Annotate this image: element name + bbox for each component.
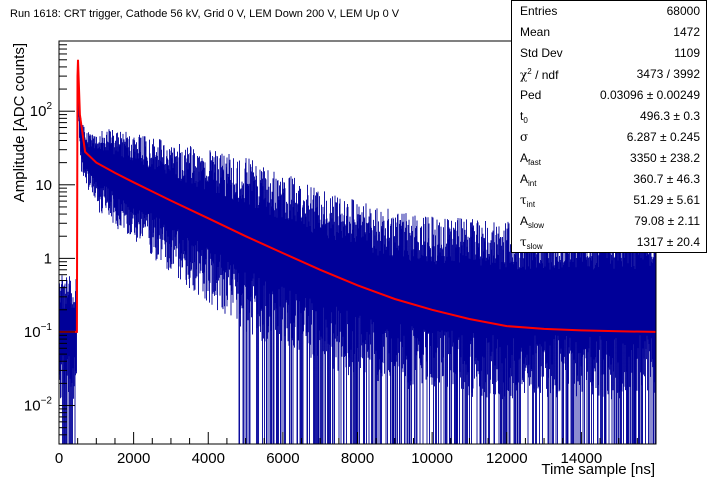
- chi2-exponent: 2: [527, 67, 532, 76]
- stat-row-aslow: Aslow 79.08 ± 2.11: [512, 211, 706, 232]
- stat-row-aint: Aint 360.7 ± 46.3: [512, 169, 706, 190]
- t0-subscript: 0: [523, 116, 528, 125]
- tau-symbol: τ: [520, 193, 527, 207]
- a-symbol: A: [520, 151, 529, 165]
- chi-symbol: χ: [520, 68, 528, 82]
- slow-subscript: slow: [528, 221, 545, 230]
- stat-name-entries: Entries: [520, 4, 558, 18]
- int-subscript: int: [526, 200, 536, 209]
- stat-row-tauslow: τslow 1317 ± 20.4: [512, 232, 706, 253]
- stat-name-ped: Ped: [520, 88, 542, 102]
- y-tick-label: 10: [35, 177, 52, 194]
- stat-name-tauslow: τslow: [520, 235, 543, 251]
- chart-title: Run 1618: CRT trigger, Cathode 56 kV, Gr…: [10, 8, 400, 20]
- chi2-ndf-text: / ndf: [531, 68, 559, 82]
- stat-value-sigma: 6.287 ± 0.245: [626, 130, 700, 144]
- y-tick-label: 10−1: [24, 322, 53, 341]
- x-tick-label: 6000: [266, 450, 299, 467]
- tau-symbol: τ: [520, 235, 527, 249]
- x-tick-label: 12000: [486, 450, 528, 467]
- stat-row-afast: Afast 3350 ± 238.2: [512, 148, 706, 169]
- stat-value-tauslow: 1317 ± 20.4: [636, 235, 700, 249]
- x-tick-label: 4000: [192, 450, 225, 467]
- stat-value-entries: 68000: [666, 4, 700, 18]
- stat-name-chi2: χ2 / ndf: [520, 67, 558, 82]
- x-tick-label: 2000: [117, 450, 150, 467]
- stat-row-entries: Entries 68000: [512, 1, 706, 22]
- stat-name-afast: Afast: [520, 151, 541, 167]
- stat-row-mean: Mean 1472: [512, 22, 706, 43]
- y-tick-label: 102: [30, 101, 53, 120]
- stat-value-aint: 360.7 ± 46.3: [633, 172, 700, 186]
- y-axis-label: Amplitude [ADC counts]: [11, 43, 28, 202]
- x-axis-label: Time sample [ns]: [541, 461, 655, 478]
- stat-value-aslow: 79.08 ± 2.11: [634, 214, 700, 228]
- a-symbol: A: [520, 214, 529, 228]
- stat-value-ped: 0.03096 ± 0.00249: [599, 88, 700, 102]
- stat-value-tauint: 51.29 ± 5.61: [633, 193, 700, 207]
- stat-row-stddev: Std Dev 1109: [512, 43, 706, 64]
- stat-row-sigma: σ 6.287 ± 0.245: [512, 127, 706, 148]
- x-tick-label: 0: [55, 450, 63, 467]
- x-tick-label: 14000: [561, 450, 603, 467]
- x-tick-label: 10000: [411, 450, 453, 467]
- stat-name-aslow: Aslow: [520, 214, 544, 230]
- fast-subscript: fast: [528, 158, 541, 167]
- y-axis: 10−2 10−1 1 10 102: [24, 40, 75, 445]
- int-subscript: int: [528, 179, 537, 188]
- y-tick-label: 10−2: [24, 396, 53, 415]
- stat-value-chi2: 3473 / 3992: [636, 67, 700, 81]
- t-symbol: t: [520, 109, 524, 123]
- stat-name-sigma: σ: [520, 130, 529, 144]
- stat-row-chi2: χ2 / ndf 3473 / 3992: [512, 64, 706, 85]
- stat-value-mean: 1472: [673, 25, 700, 39]
- slow-subscript: slow: [526, 242, 543, 251]
- a-symbol: A: [520, 172, 529, 186]
- x-tick-label: 8000: [341, 450, 374, 467]
- stat-value-t0: 496.3 ± 0.3: [640, 109, 700, 123]
- stat-row-ped: Ped 0.03096 ± 0.00249: [512, 85, 706, 106]
- stats-box: Entries 68000 Mean 1472 Std Dev 1109 χ2 …: [511, 0, 707, 253]
- x-axis: 0 2000 4000 6000 8000 10000 12000 14000: [55, 432, 657, 467]
- stat-name-tauint: τint: [520, 193, 535, 209]
- fit-series: [59, 59, 657, 333]
- stat-name-t0: t0: [520, 109, 528, 125]
- stat-value-afast: 3350 ± 238.2: [630, 151, 700, 165]
- y-tick-label: 1: [44, 250, 52, 267]
- stat-row-tauint: τint 51.29 ± 5.61: [512, 190, 706, 211]
- stat-value-stddev: 1109: [674, 46, 700, 60]
- stat-name-aint: Aint: [520, 172, 536, 188]
- fit-curve: [59, 59, 657, 333]
- stat-row-t0: t0 496.3 ± 0.3: [512, 106, 706, 127]
- stat-name-mean: Mean: [520, 25, 551, 39]
- stat-name-stddev: Std Dev: [520, 46, 563, 60]
